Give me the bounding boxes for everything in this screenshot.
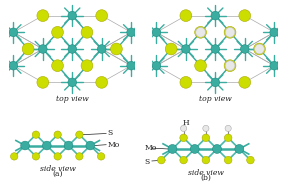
Circle shape	[97, 153, 105, 160]
Circle shape	[68, 45, 77, 53]
Circle shape	[96, 77, 108, 88]
Circle shape	[225, 125, 231, 132]
Circle shape	[224, 134, 232, 142]
Circle shape	[37, 77, 49, 88]
Text: H: H	[183, 119, 189, 127]
Circle shape	[96, 10, 108, 22]
Circle shape	[180, 77, 192, 88]
Circle shape	[168, 145, 177, 153]
Circle shape	[54, 131, 61, 138]
Circle shape	[37, 10, 49, 22]
Circle shape	[211, 11, 220, 20]
Circle shape	[64, 141, 73, 150]
Circle shape	[76, 153, 83, 160]
Circle shape	[181, 45, 190, 53]
Circle shape	[180, 134, 187, 142]
Circle shape	[202, 134, 210, 142]
Circle shape	[195, 26, 206, 38]
Circle shape	[225, 27, 235, 37]
Circle shape	[270, 28, 279, 37]
Circle shape	[270, 61, 279, 70]
Text: Mo: Mo	[108, 141, 120, 149]
Circle shape	[255, 44, 264, 54]
Circle shape	[213, 145, 221, 153]
Circle shape	[22, 43, 34, 55]
Circle shape	[203, 125, 209, 132]
Circle shape	[224, 26, 236, 38]
Circle shape	[211, 45, 220, 53]
Circle shape	[224, 60, 236, 72]
Circle shape	[211, 78, 220, 87]
Circle shape	[165, 43, 177, 55]
Circle shape	[86, 141, 95, 150]
Circle shape	[239, 77, 251, 88]
Circle shape	[152, 61, 161, 70]
Text: S: S	[108, 129, 113, 137]
Circle shape	[42, 141, 51, 150]
Circle shape	[225, 61, 235, 70]
Circle shape	[181, 125, 187, 132]
Circle shape	[235, 145, 244, 153]
Circle shape	[52, 60, 63, 72]
Text: S: S	[144, 158, 149, 166]
Circle shape	[247, 156, 254, 164]
Circle shape	[10, 153, 18, 160]
Circle shape	[76, 131, 83, 138]
Text: Mo: Mo	[144, 144, 156, 152]
Circle shape	[180, 10, 192, 22]
Text: top view: top view	[56, 95, 89, 103]
Circle shape	[54, 153, 61, 160]
Circle shape	[240, 45, 249, 53]
Text: top view: top view	[199, 95, 232, 103]
Circle shape	[127, 28, 136, 37]
Circle shape	[81, 60, 93, 72]
Circle shape	[32, 131, 40, 138]
Circle shape	[152, 28, 161, 37]
Circle shape	[110, 43, 122, 55]
Circle shape	[253, 43, 265, 55]
Circle shape	[190, 145, 199, 153]
Circle shape	[9, 28, 18, 37]
Text: (b): (b)	[201, 174, 211, 182]
Circle shape	[52, 26, 63, 38]
Circle shape	[180, 156, 187, 164]
Circle shape	[68, 78, 77, 87]
Text: side view: side view	[40, 165, 76, 173]
Circle shape	[32, 153, 40, 160]
Circle shape	[21, 141, 29, 150]
Circle shape	[81, 26, 93, 38]
Circle shape	[239, 10, 251, 22]
Circle shape	[68, 11, 77, 20]
Circle shape	[224, 156, 232, 164]
Text: (a): (a)	[52, 170, 63, 178]
Circle shape	[97, 45, 106, 53]
Circle shape	[38, 45, 47, 53]
Circle shape	[9, 61, 18, 70]
Circle shape	[127, 61, 136, 70]
Circle shape	[196, 27, 205, 37]
Text: side view: side view	[188, 169, 224, 177]
Circle shape	[195, 60, 206, 72]
Circle shape	[158, 156, 165, 164]
Circle shape	[202, 156, 210, 164]
